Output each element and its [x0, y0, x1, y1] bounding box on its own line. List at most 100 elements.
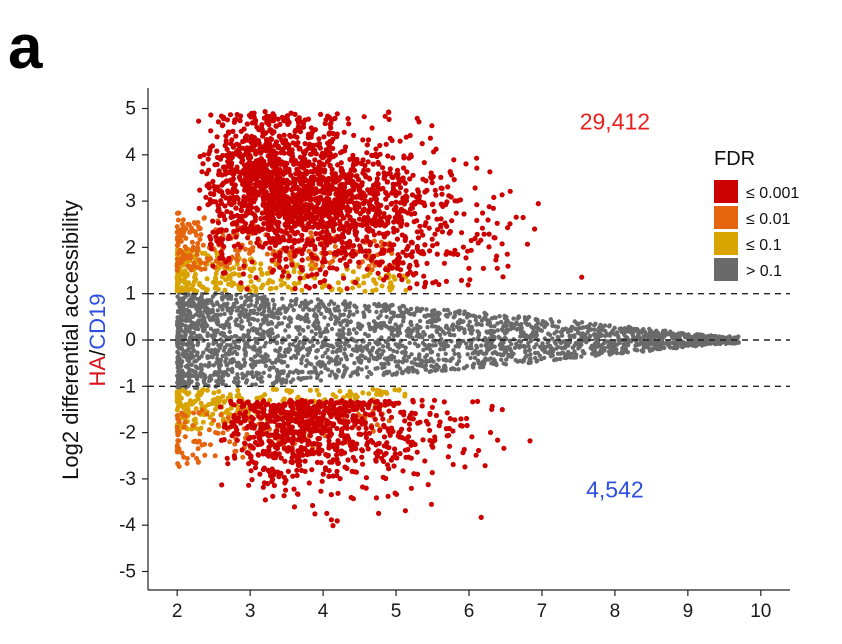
- scatter-point: [404, 246, 410, 252]
- scatter-point: [206, 427, 212, 433]
- scatter-point: [385, 304, 390, 309]
- scatter-point: [304, 347, 310, 352]
- scatter-point: [210, 411, 216, 417]
- scatter-point: [491, 194, 497, 200]
- scatter-point: [319, 344, 324, 350]
- scatter-point: [239, 295, 244, 300]
- scatter-point: [327, 260, 333, 266]
- scatter-point: [177, 372, 183, 377]
- scatter-point: [192, 348, 197, 354]
- scatter-point: [274, 228, 280, 234]
- scatter-point: [379, 283, 385, 289]
- scatter-point: [383, 196, 389, 202]
- scatter-point: [314, 387, 320, 393]
- scatter-point: [195, 366, 200, 371]
- scatter-point: [342, 351, 347, 356]
- scatter-point: [400, 303, 405, 309]
- scatter-point: [614, 347, 619, 352]
- scatter-point: [217, 376, 222, 382]
- scatter-point: [251, 317, 257, 322]
- scatter-point: [227, 329, 232, 335]
- scatter-point: [586, 335, 592, 341]
- scatter-point: [206, 342, 211, 347]
- scatter-point: [389, 137, 395, 144]
- scatter-point: [241, 357, 247, 362]
- scatter-point: [258, 354, 264, 359]
- scatter-point: [233, 133, 239, 139]
- scatter-point: [552, 339, 557, 345]
- scatter-point: [474, 165, 480, 171]
- scatter-point: [542, 324, 547, 329]
- scatter-point: [332, 301, 337, 306]
- scatter-point: [268, 286, 274, 291]
- scatter-point: [599, 332, 604, 337]
- scatter-point: [375, 159, 381, 165]
- scatter-point: [356, 264, 362, 270]
- scatter-point: [195, 426, 201, 432]
- scatter-point: [386, 342, 391, 347]
- scatter-point: [336, 367, 341, 373]
- scatter-point: [603, 328, 608, 334]
- scatter-point: [216, 348, 221, 353]
- scatter-point: [342, 318, 348, 323]
- scatter-point: [417, 332, 423, 338]
- scatter-point: [441, 260, 447, 266]
- scatter-point: [452, 351, 457, 357]
- scatter-point: [254, 300, 260, 305]
- scatter-point: [306, 370, 312, 375]
- scatter-point: [537, 353, 542, 358]
- scatter-point: [384, 391, 390, 396]
- scatter-point: [296, 376, 301, 381]
- scatter-point: [241, 126, 247, 132]
- scatter-point: [387, 346, 393, 352]
- scatter-point: [703, 341, 708, 347]
- scatter-point: [285, 284, 291, 290]
- scatter-point: [175, 319, 180, 324]
- scatter-point: [454, 324, 459, 329]
- scatter-point: [341, 363, 347, 369]
- scatter-point: [241, 338, 246, 343]
- scatter-point: [489, 316, 495, 321]
- scatter-point: [286, 273, 292, 279]
- scatter-point: [373, 391, 379, 397]
- scatter-point: [565, 329, 571, 335]
- scatter-point: [351, 327, 357, 332]
- scatter-point: [194, 393, 200, 399]
- scatter-point: [231, 265, 236, 271]
- scatter-point: [624, 327, 629, 332]
- scatter-point: [726, 340, 731, 346]
- scatter-point: [427, 135, 433, 141]
- scatter-point: [392, 387, 398, 393]
- scatter-point: [391, 355, 397, 360]
- scatter-point: [474, 217, 480, 223]
- scatter-point: [184, 352, 189, 357]
- scatter-point: [338, 340, 344, 345]
- scatter-point: [289, 355, 294, 361]
- scatter-point: [262, 344, 267, 349]
- scatter-point: [180, 322, 186, 328]
- scatter-point: [201, 378, 206, 383]
- scatter-point: [253, 288, 259, 294]
- scatter-point: [185, 363, 190, 368]
- scatter-point: [441, 367, 446, 372]
- scatter-point: [396, 272, 402, 279]
- scatter-point: [179, 450, 185, 456]
- scatter-point: [566, 349, 571, 355]
- scatter-point: [466, 323, 471, 328]
- scatter-point: [241, 263, 247, 269]
- scatter-point: [371, 238, 377, 244]
- scatter-point: [251, 308, 257, 313]
- scatter-point: [200, 161, 206, 167]
- scatter-point: [370, 161, 376, 167]
- scatter-point: [437, 311, 442, 316]
- scatter-point: [222, 311, 227, 317]
- scatter-point: [403, 134, 409, 140]
- scatter-point: [197, 187, 203, 193]
- scatter-point: [217, 365, 222, 370]
- scatter-point: [588, 345, 593, 351]
- scatter-point: [370, 288, 376, 294]
- scatter-point: [408, 306, 414, 312]
- scatter-point: [211, 329, 217, 334]
- scatter-point: [662, 345, 667, 351]
- scatter-point: [281, 150, 287, 156]
